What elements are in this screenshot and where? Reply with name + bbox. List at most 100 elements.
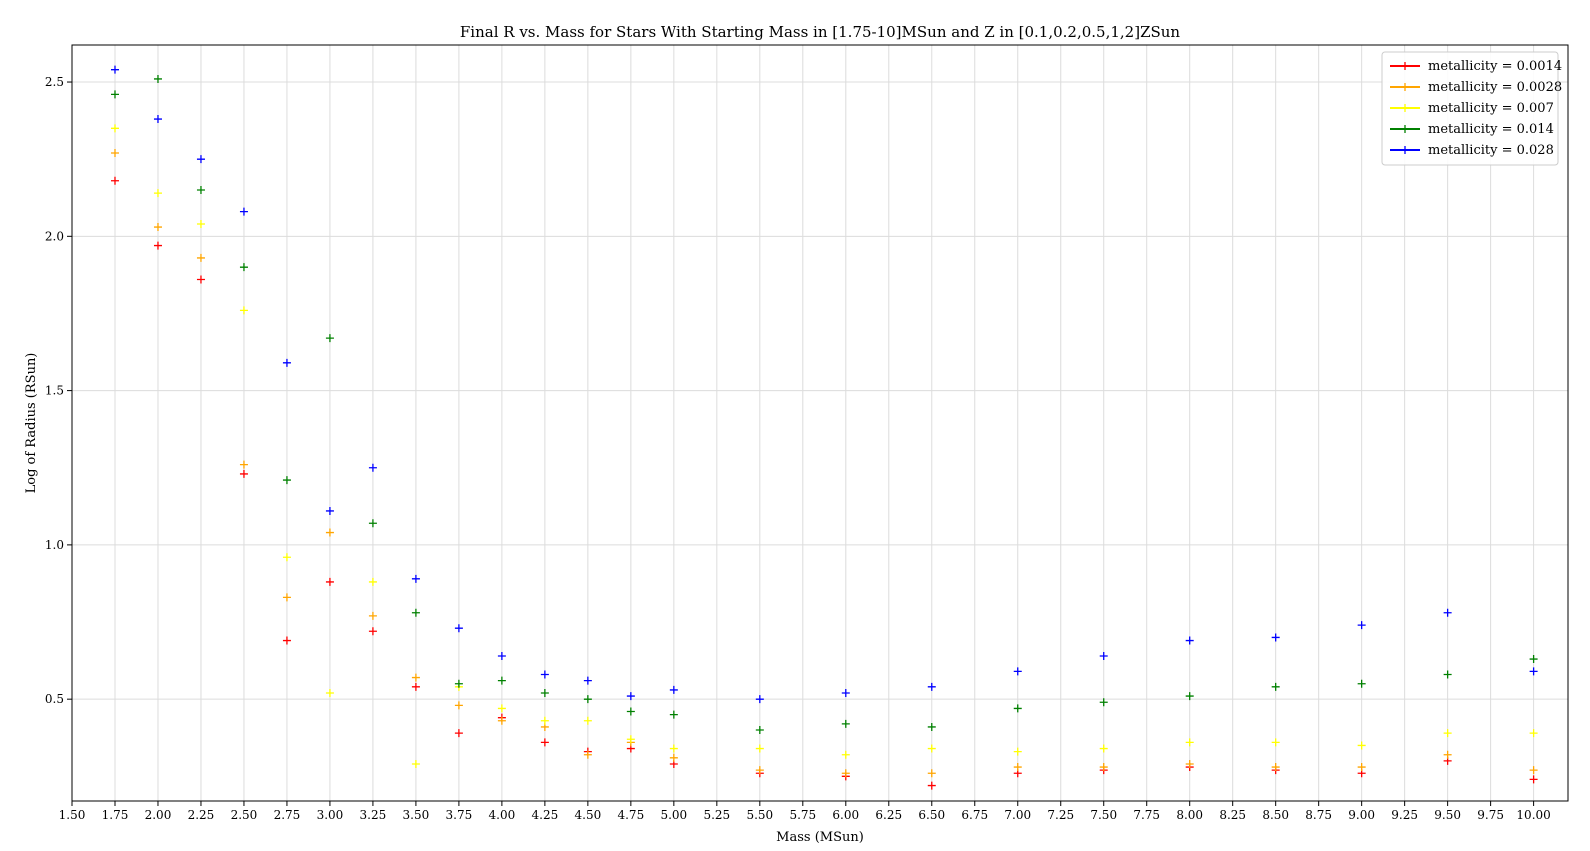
legend-item: metallicity = 0.0028 (1390, 80, 1562, 95)
data-point (1443, 750, 1452, 759)
legend-item: metallicity = 0.007 (1390, 101, 1554, 116)
data-point (153, 74, 162, 83)
data-point (497, 716, 506, 725)
x-tick-label: 8.25 (1219, 808, 1246, 822)
data-point (1529, 729, 1538, 738)
series-3-points (110, 74, 1538, 735)
data-point (1357, 741, 1366, 750)
x-tick-label: 7.00 (1004, 808, 1031, 822)
data-point (239, 207, 248, 216)
data-point (1185, 636, 1194, 645)
x-tick-label: 8.50 (1262, 808, 1289, 822)
y-tick-label: 2.0 (45, 229, 64, 243)
data-point (669, 685, 678, 694)
data-point (1357, 621, 1366, 630)
data-point (110, 176, 119, 185)
x-tick-label: 7.25 (1047, 808, 1074, 822)
data-point (454, 679, 463, 688)
data-point (1529, 766, 1538, 775)
x-tick-label: 6.75 (961, 808, 988, 822)
data-point (325, 334, 334, 343)
legend-marker (1401, 125, 1409, 133)
x-tick-label: 5.00 (660, 808, 687, 822)
data-point (1099, 698, 1108, 707)
data-point (626, 707, 635, 716)
x-tick-label: 5.25 (703, 808, 730, 822)
data-point (411, 759, 420, 768)
x-tick-label: 9.00 (1348, 808, 1375, 822)
data-point (1443, 729, 1452, 738)
legend: metallicity = 0.0014 metallicity = 0.0028… (1381, 51, 1562, 166)
data-point (626, 735, 635, 744)
x-tick-label: 3.75 (446, 808, 473, 822)
data-point (1271, 633, 1280, 642)
series-4-points (110, 65, 1538, 704)
data-point (153, 241, 162, 250)
data-point (368, 611, 377, 620)
data-point (755, 726, 764, 735)
data-point (368, 463, 377, 472)
data-point (110, 124, 119, 133)
data-point (411, 574, 420, 583)
data-point (325, 506, 334, 515)
data-point (411, 682, 420, 691)
data-point (1013, 704, 1022, 713)
legend-box (1381, 51, 1559, 166)
data-point (1443, 608, 1452, 617)
data-point (239, 469, 248, 478)
x-tick-label: 4.25 (532, 808, 559, 822)
data-point (282, 636, 291, 645)
x-tick-label: 4.00 (489, 808, 516, 822)
legend-label: metallicity = 0.0028 (1428, 80, 1562, 95)
data-point (1529, 775, 1538, 784)
data-point (540, 738, 549, 747)
data-point (110, 90, 119, 99)
data-point (497, 704, 506, 713)
x-tick-label: 8.00 (1176, 808, 1203, 822)
y-tick-label: 0.5 (45, 692, 64, 706)
data-point (454, 729, 463, 738)
y-axis-label: Log of Radius (RSun) (24, 353, 39, 494)
data-point (454, 701, 463, 710)
data-point (282, 593, 291, 602)
data-point (841, 689, 850, 697)
plot-area-frame (71, 44, 1569, 802)
data-point (927, 744, 936, 753)
x-tick-label: 9.25 (1391, 808, 1418, 822)
data-point (196, 155, 205, 164)
x-tick-label: 7.75 (1133, 808, 1160, 822)
x-tick-label: 8.75 (1305, 808, 1332, 822)
data-point (669, 710, 678, 719)
data-point (325, 528, 334, 537)
legend-marker (1401, 104, 1409, 112)
data-point (454, 624, 463, 633)
data-point (1271, 763, 1280, 772)
data-point (110, 149, 119, 157)
data-point (1185, 738, 1194, 747)
legend-item: metallicity = 0.0014 (1390, 59, 1562, 74)
data-point (669, 744, 678, 753)
x-tick-label: 3.25 (360, 808, 387, 822)
x-tick-label: 4.50 (575, 808, 602, 822)
x-tick-label: 6.00 (832, 808, 859, 822)
data-point (927, 781, 936, 790)
y-tick-label: 1.5 (45, 384, 64, 398)
axis-ticks: 1.50 1.75 2.00 2.25 2.50 2.75 3.00 3.25 3.50 3.75… (45, 75, 1551, 822)
data-point (1013, 747, 1022, 756)
data-point (669, 753, 678, 762)
data-point (1013, 763, 1022, 772)
data-point (1529, 667, 1538, 676)
y-tick-label: 2.5 (45, 75, 64, 89)
chart-title: Final R vs. Mass for Stars With Starting… (460, 23, 1181, 41)
data-point (196, 275, 205, 284)
data-point (1357, 679, 1366, 688)
legend-label: metallicity = 0.0014 (1428, 59, 1562, 74)
x-tick-label: 2.50 (231, 808, 258, 822)
legend-item: metallicity = 0.014 (1390, 122, 1554, 137)
legend-marker (1401, 146, 1409, 154)
x-tick-label: 2.00 (145, 808, 172, 822)
data-points (110, 65, 1538, 790)
data-point (368, 627, 377, 636)
data-point (540, 670, 549, 679)
